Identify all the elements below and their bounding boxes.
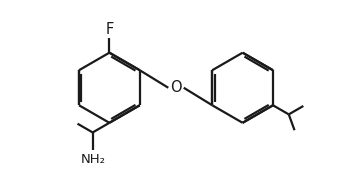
Text: NH₂: NH₂ [81, 153, 106, 166]
Text: O: O [170, 80, 182, 95]
Text: F: F [105, 21, 113, 37]
